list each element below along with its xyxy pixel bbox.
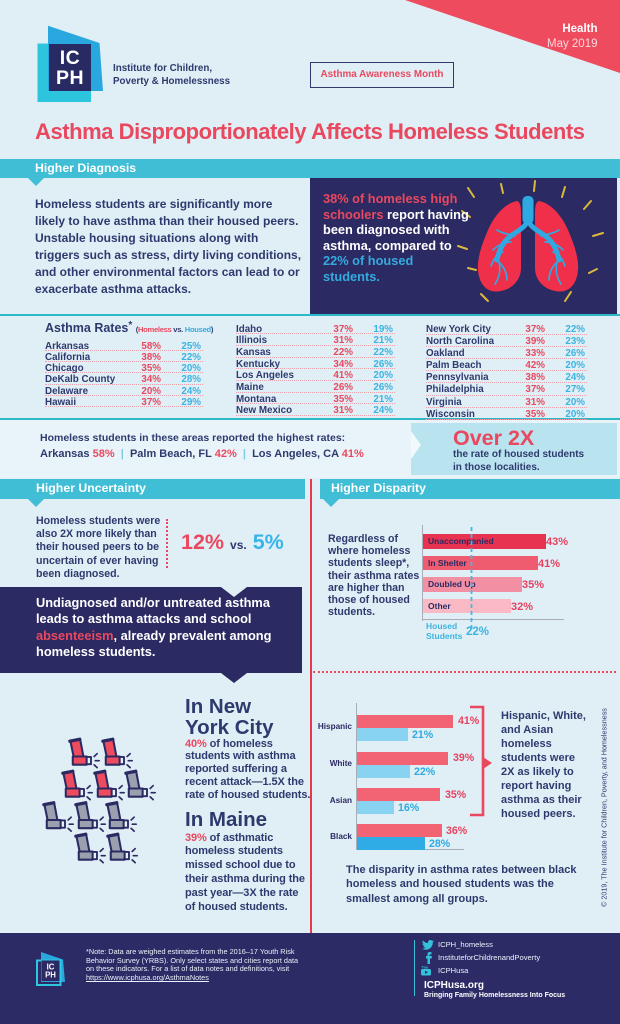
- svg-text:IC: IC: [47, 962, 55, 971]
- svg-text:PH: PH: [56, 67, 84, 89]
- svg-text:You: You: [422, 965, 430, 969]
- svg-text:PH: PH: [45, 971, 56, 980]
- svg-text:IC: IC: [60, 47, 81, 69]
